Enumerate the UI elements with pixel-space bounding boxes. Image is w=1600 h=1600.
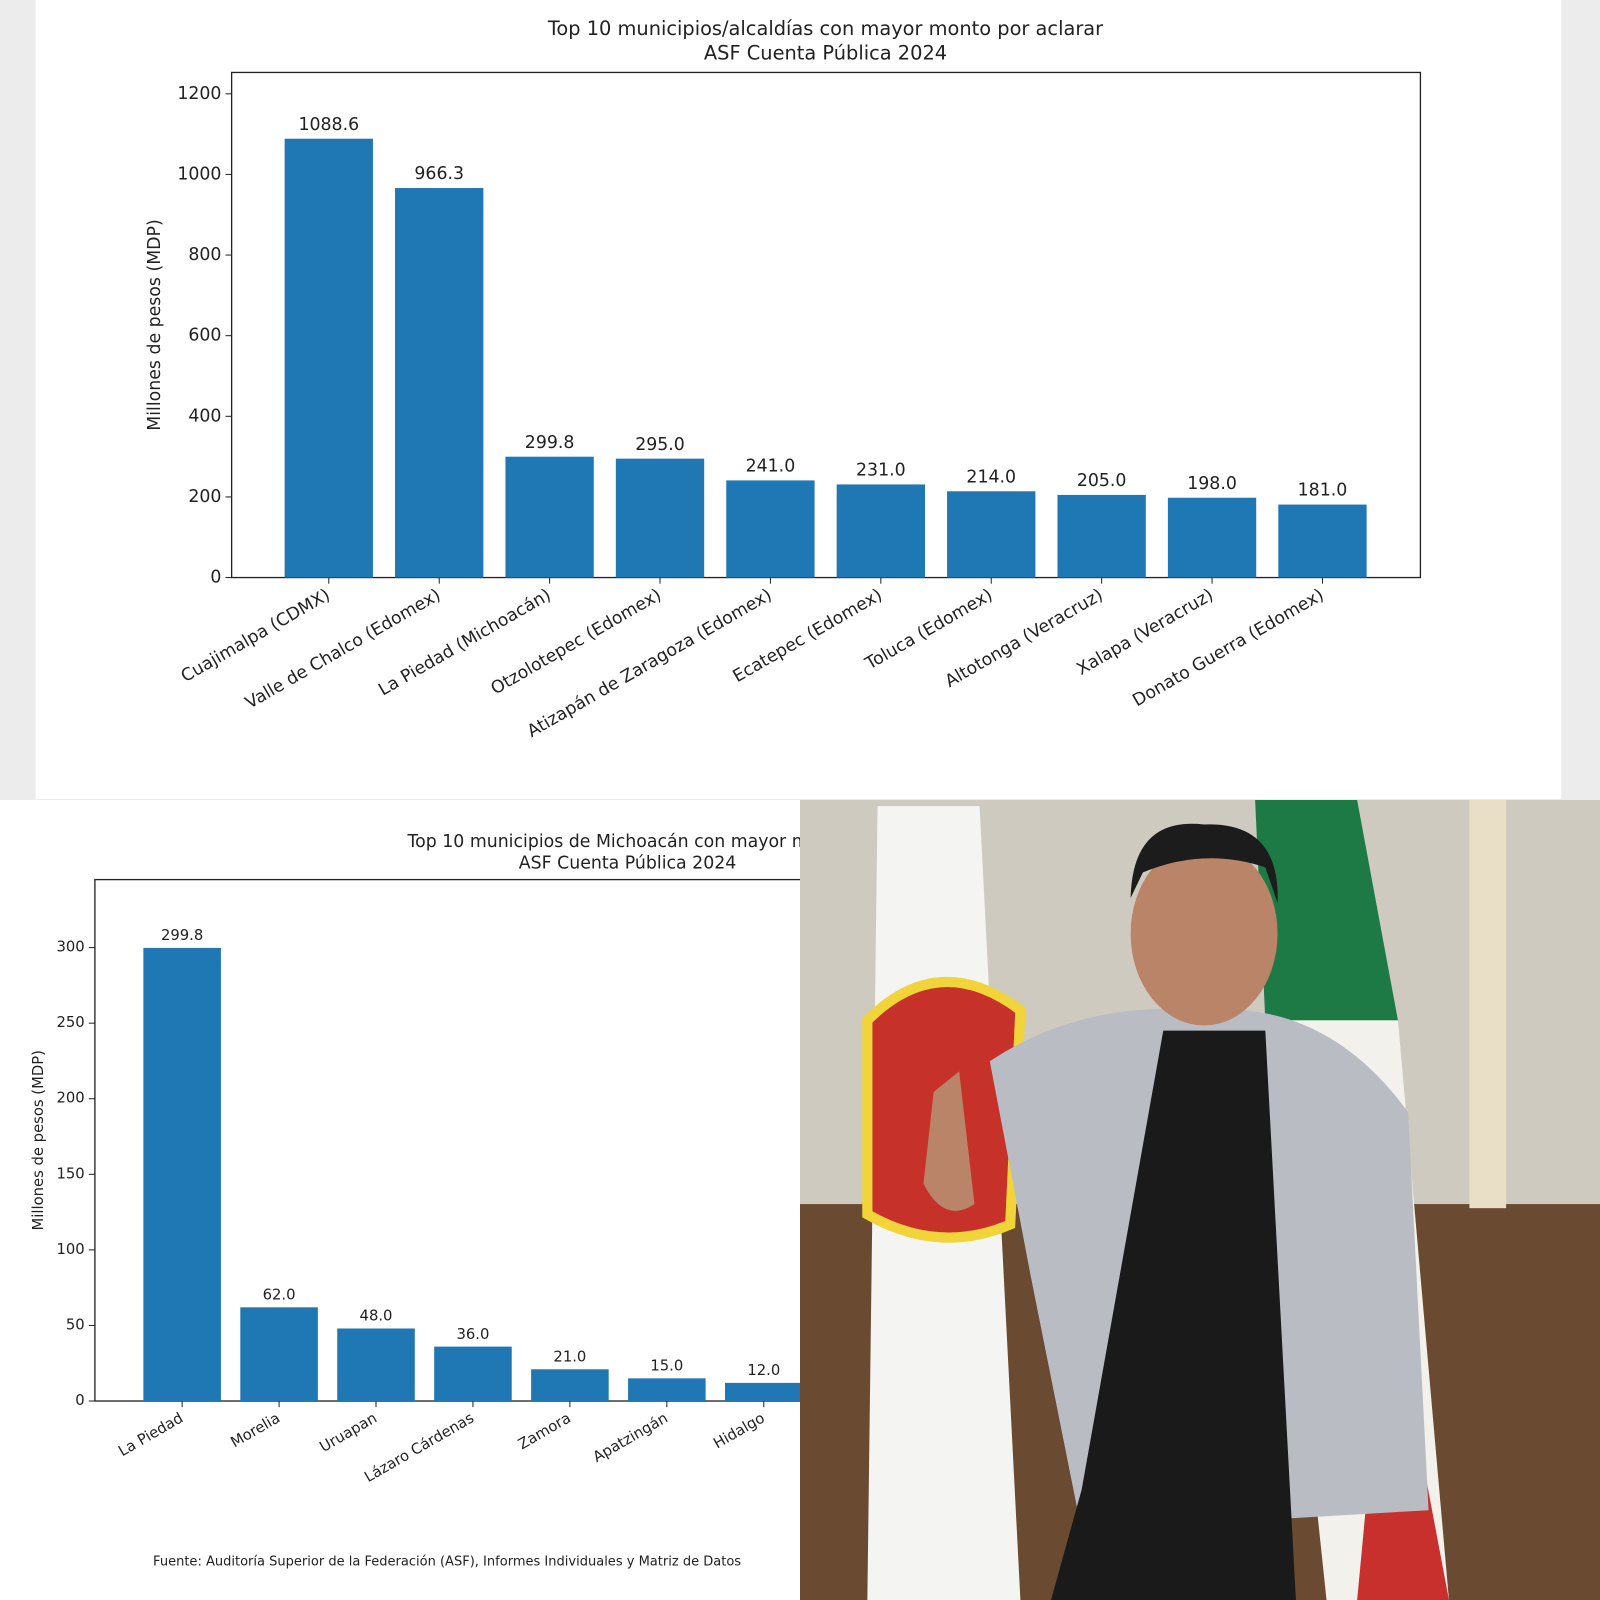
value-label: 181.0	[1298, 481, 1348, 501]
bar	[434, 1346, 512, 1402]
value-label: 299.8	[161, 927, 203, 944]
y-tick-label: 400	[188, 406, 221, 426]
y-tick-label: 100	[56, 1241, 84, 1258]
y-tick-label: 200	[188, 487, 221, 507]
bar	[1167, 497, 1257, 578]
photo	[800, 800, 1600, 1600]
y-tick-label: 250	[56, 1014, 84, 1031]
value-label: 299.8	[525, 433, 575, 453]
y-tick-label: 1200	[177, 84, 221, 104]
value-label: 12.0	[747, 1362, 780, 1379]
y-tick-label: 150	[56, 1165, 84, 1182]
bar	[143, 947, 221, 1402]
value-label: 36.0	[456, 1326, 489, 1343]
face	[1130, 841, 1278, 1026]
bar	[615, 458, 705, 578]
value-label: 205.0	[1077, 471, 1127, 491]
y-tick-label: 1000	[177, 164, 221, 184]
value-label: 295.0	[635, 435, 685, 455]
bar	[1278, 504, 1367, 578]
y-tick-label: 600	[188, 326, 221, 346]
bar	[726, 480, 815, 578]
flag-green	[1255, 800, 1398, 1021]
pillar	[1469, 800, 1507, 1209]
value-label: 21.0	[553, 1348, 586, 1365]
value-label: 966.3	[414, 164, 464, 184]
value-label: 214.0	[966, 467, 1016, 487]
value-label: 15.0	[650, 1358, 683, 1375]
top-panel	[35, 0, 1562, 799]
y-tick-label: 0	[75, 1392, 84, 1409]
source-note: Fuente: Auditoría Superior de la Federac…	[153, 1555, 741, 1570]
bar	[1057, 494, 1146, 578]
value-label: 62.0	[263, 1286, 296, 1303]
value-label: 241.0	[746, 457, 796, 477]
value-label: 48.0	[360, 1308, 393, 1325]
y-axis-label: Millones de pesos (MDP)	[30, 1050, 47, 1230]
value-label: 1088.6	[298, 115, 359, 135]
hair	[1130, 823, 1278, 904]
bar	[725, 1382, 803, 1402]
bar	[337, 1328, 415, 1402]
y-tick-label: 50	[66, 1316, 85, 1333]
chart-subtitle: ASF Cuenta Pública 2024	[704, 42, 947, 65]
bar	[836, 484, 925, 578]
value-label: 198.0	[1187, 474, 1237, 494]
y-tick-label: 800	[188, 245, 221, 265]
bar	[284, 138, 373, 578]
bar	[947, 491, 1036, 578]
y-tick-label: 200	[56, 1090, 84, 1107]
bar	[628, 1378, 706, 1402]
y-axis-label: Millones de pesos (MDP)	[145, 219, 165, 430]
value-label: 231.0	[856, 461, 906, 481]
bar	[505, 456, 594, 578]
bar	[531, 1369, 609, 1402]
chart-title: Top 10 municipios de Michoacán con mayor…	[407, 832, 848, 852]
hand	[923, 1071, 975, 1211]
plot-frame	[230, 71, 1422, 579]
y-tick-label: 0	[210, 568, 221, 588]
chart-subtitle: ASF Cuenta Pública 2024	[519, 853, 736, 873]
chart-title: Top 10 municipios/alcaldías con mayor mo…	[547, 17, 1103, 40]
bar	[240, 1307, 318, 1402]
y-tick-label: 300	[56, 939, 84, 956]
shirt	[1051, 1030, 1296, 1600]
bottom-panel	[0, 800, 817, 1600]
bar	[395, 188, 484, 578]
